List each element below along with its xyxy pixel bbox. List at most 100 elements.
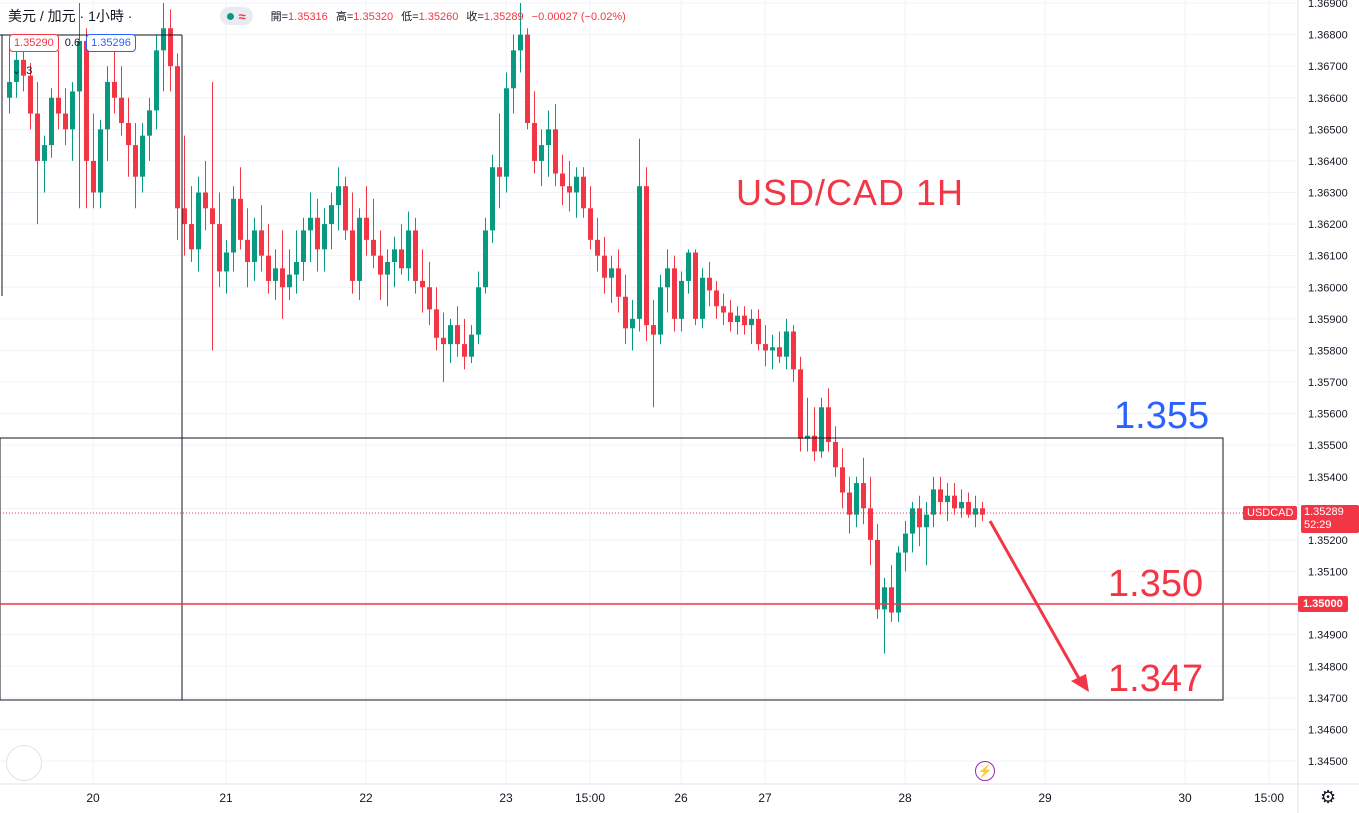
candle-body bbox=[161, 28, 166, 51]
candle-body bbox=[581, 176, 586, 209]
candle-body bbox=[357, 217, 362, 281]
candle bbox=[707, 261, 712, 307]
candle bbox=[462, 318, 467, 370]
candle-body bbox=[294, 261, 299, 275]
candle bbox=[574, 167, 579, 218]
candle bbox=[245, 208, 250, 288]
candle-body bbox=[245, 239, 250, 262]
candle-body bbox=[203, 192, 208, 209]
candle bbox=[161, 3, 166, 92]
candle-body bbox=[980, 508, 985, 515]
candle bbox=[728, 299, 733, 332]
candle-body bbox=[952, 495, 957, 509]
scroll-button[interactable] bbox=[6, 745, 42, 781]
candle-body bbox=[959, 502, 964, 509]
support-level-label[interactable]: 1.350 bbox=[1108, 563, 1204, 605]
candle bbox=[917, 495, 922, 547]
support-zone-box[interactable] bbox=[0, 437, 1224, 701]
candle-body bbox=[868, 508, 873, 540]
candle-body bbox=[616, 268, 621, 297]
x-tick-label: 26 bbox=[674, 791, 688, 805]
ohlc-legend: 開=1.35316 高=1.35320 低=1.35260 收=1.35289 … bbox=[271, 8, 626, 24]
y-tick-label: 1.35700 bbox=[1308, 377, 1348, 389]
candle-body bbox=[56, 97, 61, 114]
candle-body bbox=[434, 309, 439, 338]
candle-body bbox=[280, 268, 285, 288]
candle bbox=[224, 239, 229, 294]
candle-body bbox=[343, 186, 348, 231]
candle bbox=[427, 261, 432, 326]
candle-body bbox=[147, 110, 152, 136]
forecast-arrow[interactable] bbox=[988, 520, 1083, 683]
market-status-pill[interactable]: ≈ bbox=[220, 7, 253, 25]
candle bbox=[294, 230, 299, 294]
last-price-value: 1.35289 bbox=[1304, 506, 1344, 518]
gear-icon[interactable]: ⚙ bbox=[1320, 787, 1337, 807]
candle-body bbox=[966, 502, 971, 515]
candle-body bbox=[406, 230, 411, 269]
sell-button[interactable]: 1.35290 bbox=[9, 34, 59, 52]
candle-body bbox=[140, 135, 145, 177]
candle-body bbox=[14, 59, 19, 82]
candle-body bbox=[504, 88, 509, 177]
candle-body bbox=[903, 533, 908, 553]
candle bbox=[231, 186, 236, 272]
buy-button[interactable]: 1.35296 bbox=[86, 34, 136, 52]
chart-annotation-title[interactable]: USD/CAD 1H bbox=[736, 172, 965, 213]
symbol-title[interactable]: 美元 / 加元 · 1小時 · bbox=[8, 8, 133, 24]
candle-body bbox=[693, 252, 698, 319]
resistance-level-label[interactable]: 1.355 bbox=[1114, 395, 1210, 437]
candle bbox=[7, 40, 12, 114]
candle bbox=[539, 129, 544, 187]
indicator-toggle[interactable]: ⌄ 3 bbox=[12, 64, 32, 78]
candle bbox=[882, 577, 887, 654]
candle bbox=[931, 476, 936, 528]
candle bbox=[840, 448, 845, 509]
target-level-label[interactable]: 1.347 bbox=[1108, 658, 1204, 700]
candle bbox=[154, 34, 159, 130]
candle-body bbox=[483, 230, 488, 288]
grid-layer bbox=[0, 0, 1298, 784]
candle bbox=[553, 104, 558, 187]
candle bbox=[49, 88, 54, 158]
candle bbox=[714, 280, 719, 319]
candle bbox=[378, 230, 383, 300]
candle bbox=[518, 3, 523, 73]
candle bbox=[861, 457, 866, 525]
x-tick-label: 20 bbox=[86, 791, 100, 805]
candle-body bbox=[21, 59, 26, 76]
candle-body bbox=[588, 208, 593, 240]
candle bbox=[189, 186, 194, 262]
candle-body bbox=[70, 91, 75, 130]
lightning-icon[interactable]: ⚡ bbox=[975, 761, 995, 781]
candle-body bbox=[770, 347, 775, 351]
candle-body bbox=[35, 113, 40, 161]
candle bbox=[252, 217, 257, 281]
candle-body bbox=[364, 217, 369, 240]
candle-body bbox=[413, 230, 418, 281]
candle-body bbox=[938, 489, 943, 503]
x-tick-label: 27 bbox=[758, 791, 772, 805]
low-label: 低= bbox=[401, 11, 419, 23]
y-tick-label: 1.36200 bbox=[1308, 219, 1348, 231]
candle-body bbox=[567, 186, 572, 193]
candle-body bbox=[133, 145, 138, 177]
candle bbox=[238, 167, 243, 250]
candle bbox=[175, 53, 180, 240]
candle-body bbox=[595, 239, 600, 256]
candle bbox=[903, 520, 908, 572]
candle bbox=[658, 274, 663, 345]
y-tick-label: 1.36700 bbox=[1308, 61, 1348, 73]
candle bbox=[203, 160, 208, 231]
candle-body bbox=[448, 325, 453, 345]
candle bbox=[329, 192, 334, 250]
candle-body bbox=[91, 160, 96, 193]
drawings-layer[interactable] bbox=[0, 34, 1298, 701]
candle-body bbox=[896, 552, 901, 613]
candle bbox=[168, 9, 173, 92]
candle-body bbox=[420, 280, 425, 288]
candle-body bbox=[105, 81, 110, 130]
candle-body bbox=[630, 318, 635, 329]
candle bbox=[784, 318, 789, 370]
